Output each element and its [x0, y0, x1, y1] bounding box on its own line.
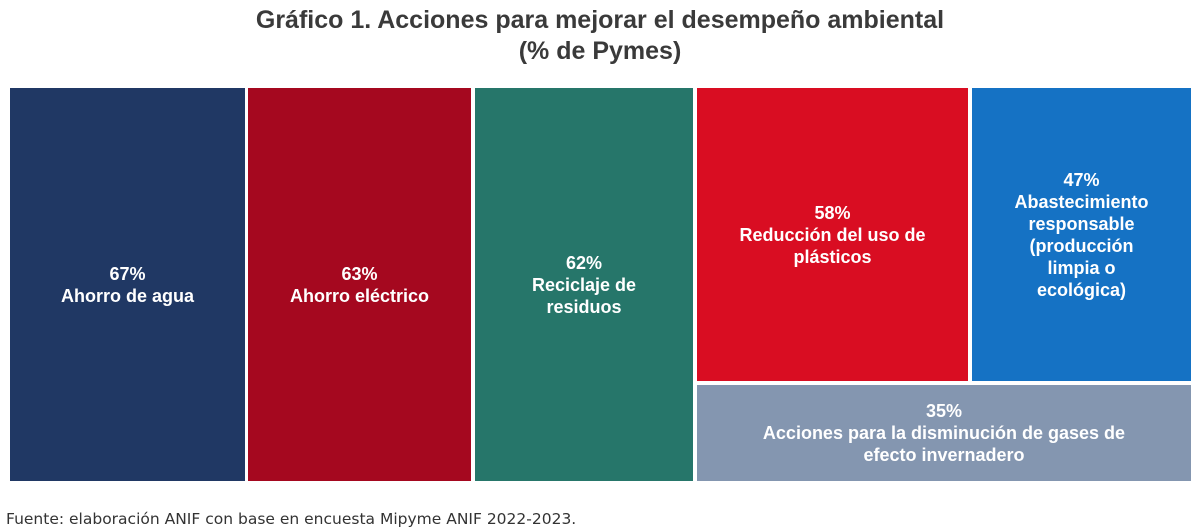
tile-value-label: 47%: [1063, 169, 1100, 190]
tile-category-label: Reciclaje de residuos: [531, 274, 637, 317]
tile-value-label: 35%: [925, 401, 963, 421]
tile-reduccion-plasticos: 58% Reducción del uso de plásticos: [697, 88, 968, 381]
chart-subtitle: (% de Pymes): [518, 37, 682, 65]
tile-value-label: 63%: [341, 263, 378, 284]
tile-category-label: Abastecimiento responsable (producción l…: [1014, 191, 1149, 300]
tile-abastecimiento-responsable: 47% Abastecimiento responsable (producció…: [972, 88, 1191, 381]
tile-gases-efecto-invernadero: 35% Acciones para la disminución de gases…: [697, 385, 1191, 481]
tile-ahorro-electrico: 63% Ahorro eléctrico: [248, 88, 471, 481]
tile-category-label: Ahorro eléctrico: [289, 285, 430, 306]
tile-value-label: 58%: [814, 202, 851, 223]
chart-title-line1: Gráfico 1. Acciones para mejorar el dese…: [255, 6, 945, 34]
tile-value-label: 62%: [565, 252, 603, 273]
tile-value-label: 67%: [109, 263, 146, 284]
tile-category-label: Ahorro de agua: [60, 285, 194, 306]
chart-title: Gráfico 1. Acciones para mejorar el dese…: [0, 5, 1200, 67]
source-note: Fuente: elaboración ANIF con base en enc…: [6, 510, 577, 528]
tile-category-label: Reducción del uso de plásticos: [739, 224, 926, 267]
tile-reciclaje-residuos: 62% Reciclaje de residuos: [475, 88, 693, 481]
tile-category-label: Acciones para la disminución de gases de…: [762, 423, 1126, 465]
tile-ahorro-agua: 67% Ahorro de agua: [10, 88, 245, 481]
